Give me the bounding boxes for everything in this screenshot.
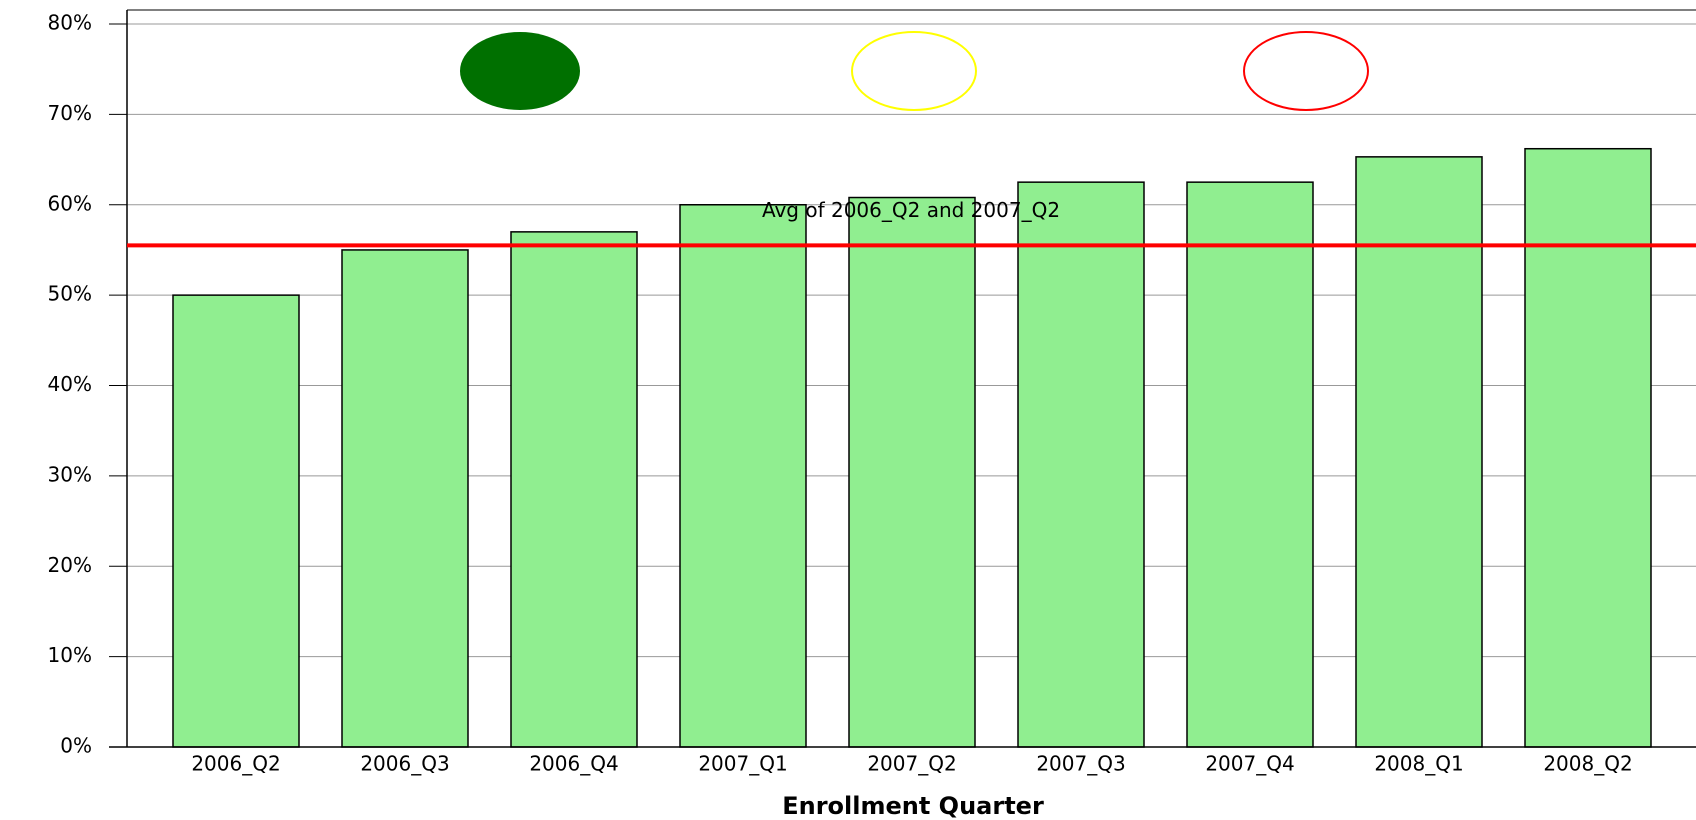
reference-line-label: Avg of 2006_Q2 and 2007_Q2 xyxy=(762,198,1060,222)
bar xyxy=(510,231,638,748)
bar xyxy=(1355,156,1483,748)
y-tick-label: 80% xyxy=(48,11,92,35)
x-tick-label: 2006_Q2 xyxy=(191,752,280,776)
y-tick-label: 30% xyxy=(48,462,92,486)
x-tick-label: 2008_Q1 xyxy=(1374,752,1463,776)
status-icon-yellow xyxy=(851,31,977,111)
bar xyxy=(679,204,807,748)
y-tick-label: 70% xyxy=(48,101,92,125)
x-tick-label: 2007_Q3 xyxy=(1036,752,1125,776)
bar xyxy=(1524,147,1652,748)
bar xyxy=(172,294,300,748)
y-tick-label: 40% xyxy=(48,372,92,396)
bar xyxy=(341,249,469,748)
y-tick-label: 0% xyxy=(60,734,92,758)
y-tick-label: 50% xyxy=(48,282,92,306)
status-icon-green xyxy=(460,32,580,110)
x-tick-label: 2007_Q2 xyxy=(867,752,956,776)
x-tick-label: 2007_Q4 xyxy=(1205,752,1294,776)
bar xyxy=(848,196,976,748)
status-icon-red xyxy=(1243,31,1369,111)
x-tick-label: 2008_Q2 xyxy=(1543,752,1632,776)
x-axis-title: Enrollment Quarter xyxy=(782,792,1044,820)
x-tick-label: 2006_Q3 xyxy=(360,752,449,776)
x-tick-label: 2007_Q1 xyxy=(698,752,787,776)
y-tick-label: 10% xyxy=(48,643,92,667)
y-tick-label: 60% xyxy=(48,191,92,215)
bar xyxy=(1017,181,1145,748)
x-tick-label: 2006_Q4 xyxy=(529,752,618,776)
bar xyxy=(1186,181,1314,748)
y-tick-label: 20% xyxy=(48,553,92,577)
